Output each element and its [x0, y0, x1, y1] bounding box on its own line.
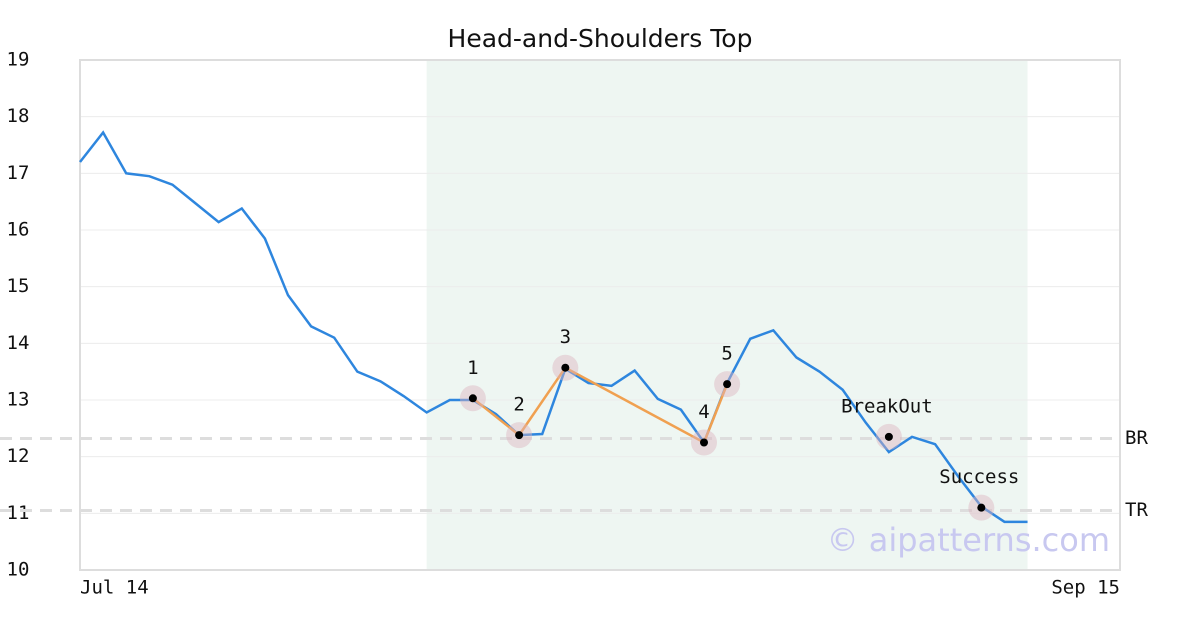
pattern-point — [468, 394, 477, 403]
pattern-point — [723, 380, 732, 389]
level-label: TR — [1125, 499, 1148, 521]
y-tick-label: 10 — [7, 559, 30, 581]
x-tick-label: Jul 14 — [80, 577, 149, 599]
price-line — [79, 130, 1028, 524]
chart-title: Head-and-Shoulders Top — [448, 24, 753, 53]
pattern-label: 3 — [560, 326, 571, 348]
pattern-point — [561, 363, 570, 372]
pattern-point — [515, 431, 524, 440]
level-label: BR — [1125, 427, 1148, 449]
event-point — [977, 503, 986, 512]
event-point — [884, 432, 893, 441]
event-label: Success — [939, 466, 1019, 488]
pattern-label: 1 — [467, 357, 478, 379]
pattern-label: 2 — [513, 394, 524, 416]
y-tick-label: 19 — [7, 49, 30, 71]
pattern-point — [700, 438, 708, 447]
y-tick-label: 11 — [7, 502, 30, 524]
y-tick-label: 18 — [7, 105, 30, 127]
watermark: © aipatterns.com — [827, 521, 1110, 559]
y-tick-label: 12 — [7, 445, 30, 467]
y-tick-label: 13 — [7, 389, 30, 411]
y-tick-label: 14 — [7, 332, 30, 354]
plot-frame — [79, 59, 1121, 571]
pattern-label: 4 — [698, 401, 709, 423]
y-tick-label: 15 — [7, 275, 30, 297]
highlight-region — [426, 60, 1028, 570]
y-tick-label: 16 — [7, 219, 30, 241]
y-tick-label: 17 — [7, 162, 30, 184]
x-tick-label: Sep 15 — [1051, 577, 1120, 599]
event-label: BreakOut — [841, 395, 933, 417]
pattern-label: 5 — [721, 343, 732, 365]
